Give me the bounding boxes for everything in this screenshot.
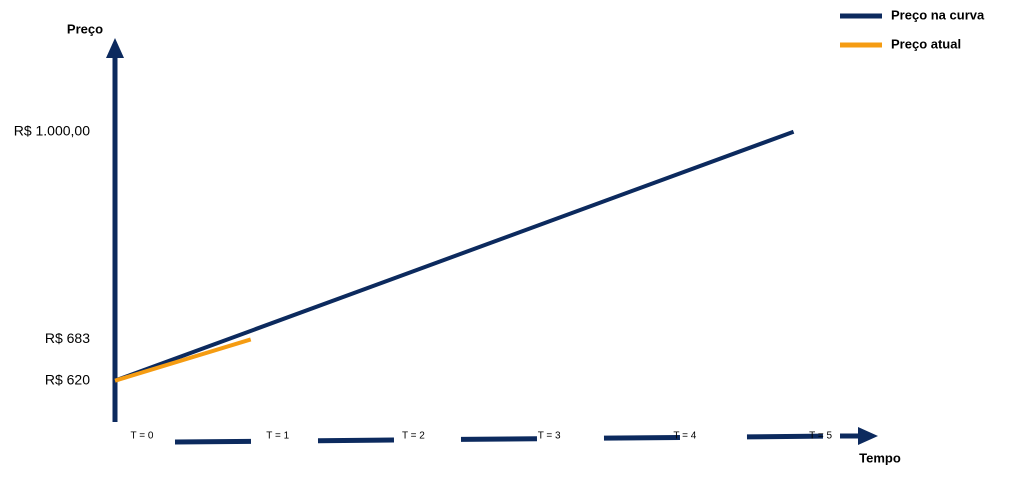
y-tick-label: R$ 1.000,00	[14, 122, 90, 138]
x-axis	[174, 433, 843, 445]
x-tick-label: T = 3	[538, 431, 561, 442]
y-axis-title: Preço	[67, 21, 103, 36]
series-line	[114, 337, 252, 383]
legend-label: Preço atual	[891, 36, 961, 51]
x-axis-arrow	[858, 427, 878, 445]
y-tick-label: R$ 620	[45, 371, 90, 387]
x-tick-label: T = 5	[809, 431, 832, 442]
x-tick-label: T = 2	[402, 431, 425, 442]
legend-label: Preço na curva	[891, 7, 985, 22]
series-line	[114, 129, 795, 383]
y-axis-arrow	[106, 38, 124, 58]
x-tick-label: T = 1	[266, 431, 289, 442]
y-tick-label: R$ 683	[45, 330, 90, 346]
x-axis-title: Tempo	[859, 450, 901, 465]
x-tick-label: T = 4	[673, 431, 696, 442]
x-tick-label: T = 0	[131, 431, 154, 442]
